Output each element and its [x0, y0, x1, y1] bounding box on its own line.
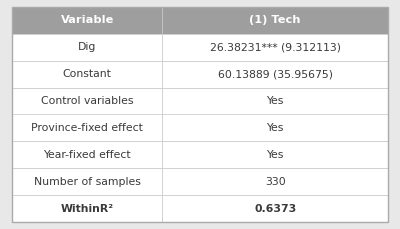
- Bar: [162, 61, 388, 88]
- Bar: [162, 7, 388, 34]
- Text: Constant: Constant: [63, 69, 112, 79]
- Bar: [12, 34, 162, 61]
- Bar: [162, 141, 388, 168]
- Bar: [162, 195, 388, 222]
- Bar: [12, 114, 162, 141]
- Text: Year-fixed effect: Year-fixed effect: [43, 150, 131, 160]
- Text: 26.38231*** (9.312113): 26.38231*** (9.312113): [210, 42, 341, 52]
- Text: Yes: Yes: [266, 150, 284, 160]
- Text: Dig: Dig: [78, 42, 96, 52]
- Bar: [12, 195, 162, 222]
- Bar: [162, 34, 388, 61]
- Bar: [12, 7, 162, 34]
- Text: 60.13889 (35.95675): 60.13889 (35.95675): [218, 69, 333, 79]
- Text: WithinR²: WithinR²: [61, 204, 114, 214]
- Text: Control variables: Control variables: [41, 96, 134, 106]
- Bar: [12, 61, 162, 88]
- Text: 330: 330: [265, 177, 286, 187]
- Text: Yes: Yes: [266, 123, 284, 133]
- Text: Number of samples: Number of samples: [34, 177, 141, 187]
- Text: 0.6373: 0.6373: [254, 204, 296, 214]
- Bar: [12, 88, 162, 114]
- Text: Yes: Yes: [266, 96, 284, 106]
- Bar: [12, 141, 162, 168]
- Bar: [12, 168, 162, 195]
- Text: Province-fixed effect: Province-fixed effect: [31, 123, 143, 133]
- Bar: [162, 168, 388, 195]
- Bar: [162, 114, 388, 141]
- Bar: [162, 88, 388, 114]
- Text: Variable: Variable: [60, 15, 114, 25]
- Text: (1) Tech: (1) Tech: [250, 15, 301, 25]
